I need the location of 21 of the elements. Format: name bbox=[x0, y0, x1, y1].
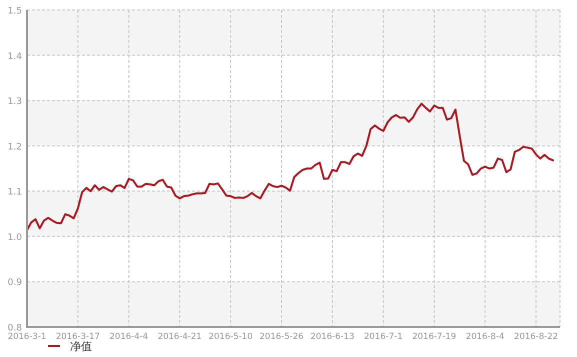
legend: 净值 bbox=[48, 340, 92, 353]
x-tick-label: 2016-6-13 bbox=[310, 332, 354, 342]
x-tick-label: 2016-8-22 bbox=[514, 332, 558, 342]
y-tick-label: 0.9 bbox=[8, 278, 22, 288]
y-tick-label: 1.2 bbox=[8, 142, 22, 152]
x-tick-label: 2016-8-4 bbox=[466, 332, 504, 342]
x-tick-label: 2016-5-10 bbox=[208, 332, 253, 342]
x-tick-label: 2016-7-19 bbox=[412, 332, 456, 342]
y-tick-label: 0.8 bbox=[8, 324, 22, 334]
legend-label: 净值 bbox=[70, 340, 92, 353]
x-tick-label: 2016-5-26 bbox=[260, 332, 304, 342]
x-tick-label: 2016-4-21 bbox=[158, 332, 202, 342]
y-tick-label: 1.1 bbox=[8, 188, 22, 198]
x-tick-label: 2016-3-1 bbox=[8, 332, 46, 342]
y-tick-label: 1.3 bbox=[8, 97, 22, 108]
y-tick-label: 1.4 bbox=[8, 52, 22, 62]
x-tick-label: 2016-4-4 bbox=[110, 332, 148, 342]
x-tick-label: 2016-7-1 bbox=[364, 332, 403, 342]
y-tick-label: 1.0 bbox=[8, 232, 22, 243]
x-tick-label: 2016-3-17 bbox=[56, 332, 100, 342]
y-tick-label: 1.5 bbox=[8, 6, 22, 16]
